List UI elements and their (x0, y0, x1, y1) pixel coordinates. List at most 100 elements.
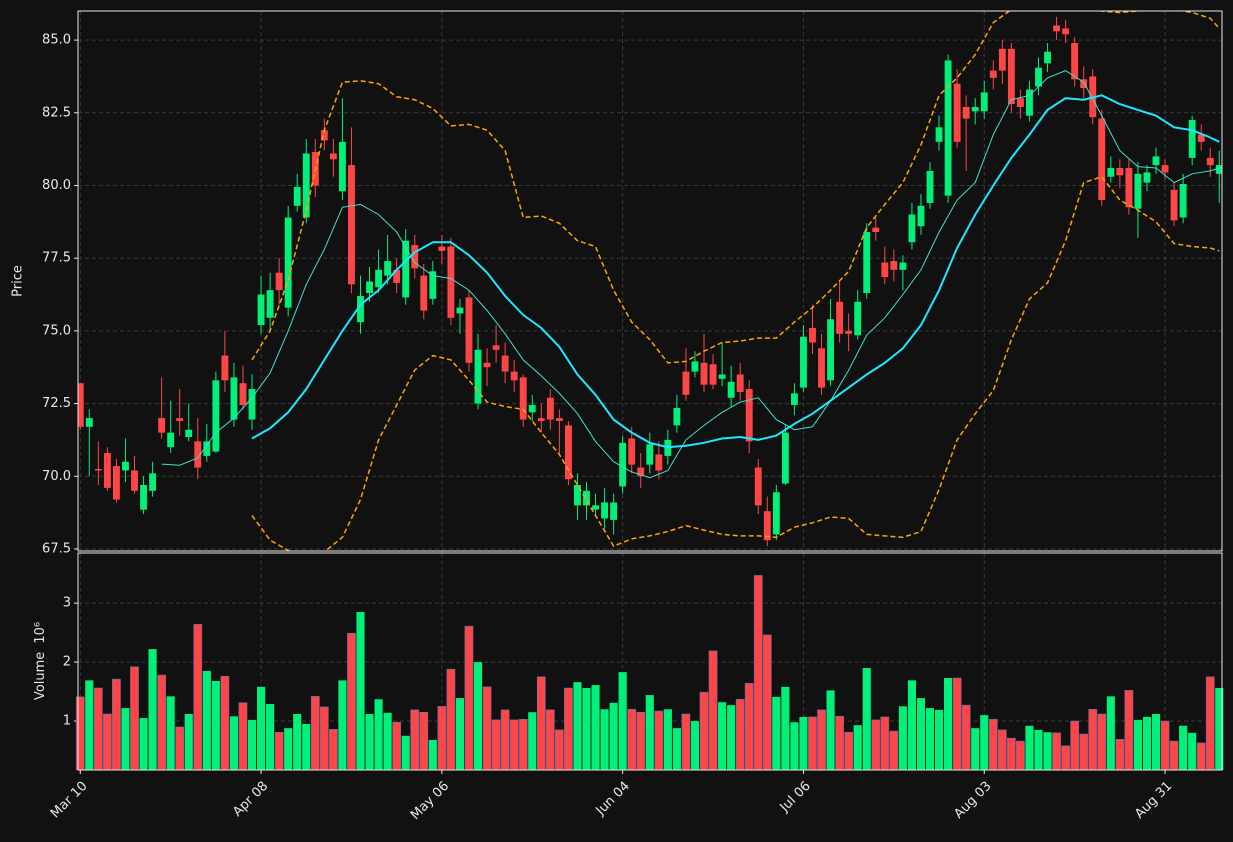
volume-bar (1070, 720, 1080, 771)
candle-body (221, 355, 229, 381)
candle-body (935, 127, 943, 142)
volume-bar (93, 687, 103, 771)
volume-bar (817, 709, 826, 771)
volume-bar (148, 649, 157, 770)
candle-body (411, 245, 419, 269)
volume-bar (473, 662, 483, 770)
candle-body (510, 371, 518, 381)
volume-bar (826, 690, 835, 770)
volume-bar (1142, 716, 1152, 770)
candle-body (1062, 28, 1070, 35)
volume-bar (708, 650, 718, 771)
volume-bar (446, 668, 456, 771)
volume-bar (1188, 732, 1197, 770)
volume-bar (220, 675, 230, 771)
candle-body (420, 275, 428, 311)
candle-body (384, 261, 392, 276)
volume-bar (428, 739, 437, 770)
candle-body (709, 364, 717, 385)
candle-body (1044, 51, 1051, 64)
volume-bar (1205, 676, 1215, 771)
volume-bar (672, 728, 681, 770)
indicator-line (251, 94, 1220, 449)
volume-bar (645, 695, 654, 770)
candle-body (1215, 165, 1222, 174)
candle-body (375, 269, 383, 288)
volume-bar (871, 719, 881, 771)
volume-bar (744, 683, 754, 771)
candle-body (456, 307, 464, 314)
y-tick-label: 85.0 (42, 33, 71, 48)
candle-body (691, 361, 699, 372)
volume-bar (663, 709, 672, 770)
volume-bar (753, 575, 763, 771)
volume-bar (1124, 690, 1134, 771)
volume-bar (618, 672, 627, 770)
volume-bar (1025, 725, 1034, 770)
candle-body (926, 170, 934, 203)
volume-bar (1196, 742, 1206, 771)
volume-bar (1007, 737, 1016, 771)
volume-bar (482, 686, 492, 771)
volume-bar (310, 695, 320, 771)
volume-bar (274, 731, 284, 771)
candle-body (149, 473, 157, 491)
candle-body (827, 319, 835, 381)
y-tick-label: 3 (63, 596, 71, 611)
candle-body (176, 418, 184, 422)
volume-bar (844, 731, 854, 771)
volume-bar (211, 680, 220, 770)
candle-body (574, 484, 581, 506)
candle-body (122, 461, 129, 471)
volume-bar (266, 703, 275, 770)
candle-body (944, 60, 952, 196)
candle-body (1152, 156, 1160, 166)
candle-body (1170, 189, 1178, 221)
volume-bar (437, 706, 447, 771)
volume-bar (193, 624, 203, 771)
candle-body (610, 502, 618, 520)
volume-bar (329, 729, 338, 771)
volume-bar (1061, 745, 1070, 771)
volume-bar (410, 709, 420, 771)
volume-bar (1034, 729, 1043, 770)
candle-body (447, 246, 455, 318)
volume-bar (1097, 713, 1107, 771)
volume-bar (808, 716, 817, 771)
candle-body (1188, 120, 1196, 158)
candle-body (763, 511, 771, 541)
volume-bar (681, 713, 691, 771)
volume-bar (121, 708, 130, 770)
volume-bar (961, 704, 971, 771)
candle-body (85, 418, 93, 427)
candle-body (492, 345, 500, 350)
y-tick-label: 70.0 (42, 469, 71, 484)
volume-bar (536, 676, 546, 771)
candle-body (564, 425, 572, 480)
volume-bar (1016, 740, 1025, 771)
x-tick-label: Apr 08 (230, 779, 271, 820)
candle-body (899, 262, 907, 270)
volume-bar (139, 718, 148, 770)
volume-bar (944, 678, 953, 770)
volume-bar (573, 682, 582, 770)
volume-bar (952, 677, 962, 771)
candle-body (402, 240, 410, 298)
candle-body (230, 377, 238, 420)
volume-bar (455, 698, 465, 770)
candle-body (863, 232, 871, 294)
volume-bar (356, 611, 365, 770)
x-tick-label: Jul 06 (777, 779, 814, 816)
candle-body (1197, 134, 1205, 142)
candle-body (953, 83, 961, 142)
volume-bar (735, 698, 745, 771)
volume-bar (238, 702, 248, 771)
candle-body (1053, 25, 1061, 32)
candle-body (158, 418, 166, 433)
volume-bar (907, 680, 916, 770)
candle-body (1026, 89, 1033, 116)
y-tick-label: 77.5 (42, 251, 71, 266)
candle-body (519, 377, 527, 420)
candle-body (393, 269, 401, 283)
candle-body (754, 467, 762, 506)
